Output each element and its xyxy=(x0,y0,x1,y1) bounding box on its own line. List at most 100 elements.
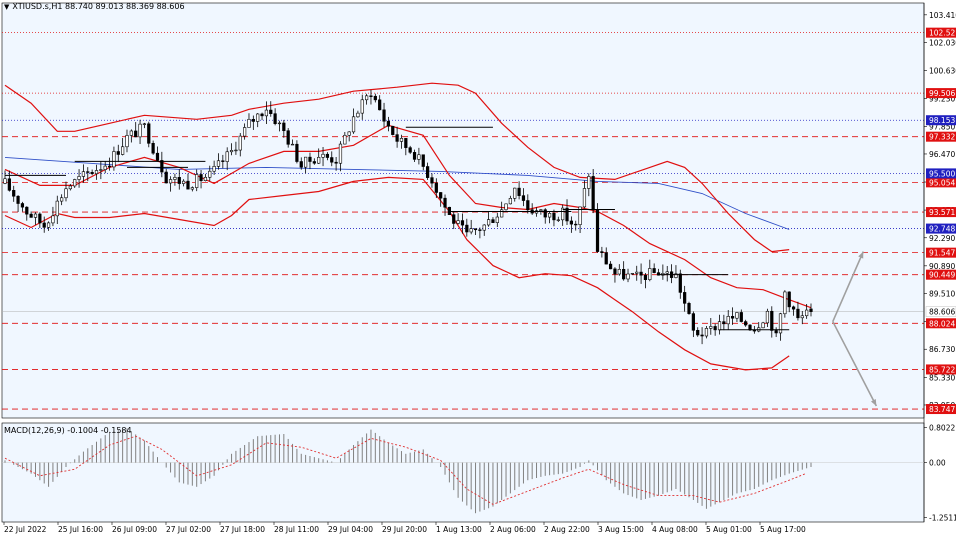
candle-body xyxy=(800,315,804,319)
candle-body xyxy=(630,273,634,275)
symbol-info: ▼ XTIUSD.s,H1 88.740 89.013 88.369 88.606 xyxy=(4,2,185,11)
candle-body xyxy=(443,197,447,208)
level-price-tag xyxy=(926,269,956,280)
price-tick-label: 85.330 xyxy=(929,373,955,382)
candle-body xyxy=(547,212,552,218)
candle-body xyxy=(748,324,752,331)
candle-body xyxy=(334,161,338,164)
macd-tick-label: -1.2511 xyxy=(929,514,956,523)
candle-body xyxy=(99,169,103,171)
candle-body xyxy=(713,326,717,331)
level-price-tag-text: 88.024 xyxy=(929,319,955,328)
level-price-tag xyxy=(926,223,956,234)
candle-body xyxy=(687,303,691,314)
candle-body xyxy=(142,123,147,125)
level-price-tag-text: 98.153 xyxy=(929,116,955,125)
candle-body xyxy=(735,312,739,319)
time-tick-label: 27 Jul 18:00 xyxy=(220,525,265,534)
candle-body xyxy=(460,220,465,226)
macd-tick-label: 0.00 xyxy=(929,459,946,468)
candle-body xyxy=(517,187,521,196)
time-tick-label: 5 Aug 17:00 xyxy=(760,525,806,534)
time-tick-label: 28 Jul 11:00 xyxy=(274,525,319,534)
projection-arrow-down-head xyxy=(870,398,877,406)
candle-body xyxy=(473,228,478,231)
price-tick-label: 100.630 xyxy=(929,67,956,76)
level-price-tag-text: 102.521 xyxy=(929,29,956,38)
time-tick-label: 4 Aug 08:00 xyxy=(652,525,698,534)
candle-body xyxy=(805,309,809,317)
indicator-info: MACD(12,26,9) -0.1004 -0.1584 xyxy=(4,426,132,435)
candle-body xyxy=(330,157,334,163)
candle-body xyxy=(613,268,617,275)
candle-body xyxy=(582,188,587,208)
candle-body xyxy=(521,195,526,201)
candle-body xyxy=(417,154,421,160)
candle-body xyxy=(12,190,16,197)
candle-body xyxy=(60,197,64,202)
current-price-tag xyxy=(925,306,956,317)
level-price-tag xyxy=(926,247,956,258)
candle-body xyxy=(138,123,142,138)
level-price-tag-text: 95.500 xyxy=(929,169,955,178)
candle-body xyxy=(700,334,704,337)
level-price-tag-text: 83.747 xyxy=(929,405,955,414)
level-price-tag xyxy=(926,177,956,188)
candle-body xyxy=(290,143,295,146)
candle-body xyxy=(86,171,90,173)
candle-body xyxy=(365,95,369,101)
candle-body xyxy=(478,229,482,231)
candle-body xyxy=(425,166,430,178)
candle-body xyxy=(312,161,316,164)
candle-body xyxy=(591,176,595,211)
candle-body xyxy=(543,209,547,218)
candle-body xyxy=(251,118,255,122)
time-tick-label: 5 Aug 01:00 xyxy=(706,525,752,534)
candle-body xyxy=(3,178,7,184)
candle-body xyxy=(617,269,621,275)
candle-body xyxy=(238,135,242,151)
candle-body xyxy=(7,178,11,191)
candle-body xyxy=(465,224,469,233)
candle-body xyxy=(64,188,68,199)
candle-body xyxy=(469,228,473,233)
candle-body xyxy=(408,147,412,153)
candle-body xyxy=(151,143,155,154)
candle-body xyxy=(382,109,386,122)
candle-body xyxy=(147,123,151,144)
candle-body xyxy=(578,206,582,226)
price-tick-label: 89.510 xyxy=(929,290,955,299)
candle-body xyxy=(68,185,72,190)
candle-body xyxy=(317,156,321,164)
candle-body xyxy=(212,166,216,172)
level-price-tag xyxy=(926,364,956,375)
candle-body xyxy=(652,268,656,273)
candle-body xyxy=(351,116,356,133)
candle-body xyxy=(643,274,648,280)
macd-tick-label: 0.8022 xyxy=(929,423,955,432)
candle-body xyxy=(90,172,94,175)
time-tick-label: 26 Jul 09:00 xyxy=(112,525,157,534)
candle-body xyxy=(73,179,77,187)
candle-body xyxy=(29,213,33,218)
candle-body xyxy=(304,156,308,168)
candle-body xyxy=(809,308,813,312)
candle-body xyxy=(495,216,499,223)
candle-body xyxy=(791,306,796,310)
candle-body xyxy=(508,198,512,205)
candle-body xyxy=(16,195,20,204)
time-tick-label: 2 Aug 22:00 xyxy=(544,525,590,534)
candle-body xyxy=(744,321,748,326)
candle-body xyxy=(177,177,181,184)
candle-body xyxy=(42,222,46,228)
collapse-triangle-icon[interactable]: ▼ xyxy=(4,3,10,11)
candle-body xyxy=(20,203,25,208)
candle-body xyxy=(513,187,517,199)
candle-body xyxy=(504,203,508,211)
time-tick-label: 3 Aug 15:00 xyxy=(598,525,644,534)
candle-body xyxy=(608,263,613,270)
candle-body xyxy=(486,219,491,226)
candle-body xyxy=(25,206,29,215)
candle-body xyxy=(129,130,133,136)
